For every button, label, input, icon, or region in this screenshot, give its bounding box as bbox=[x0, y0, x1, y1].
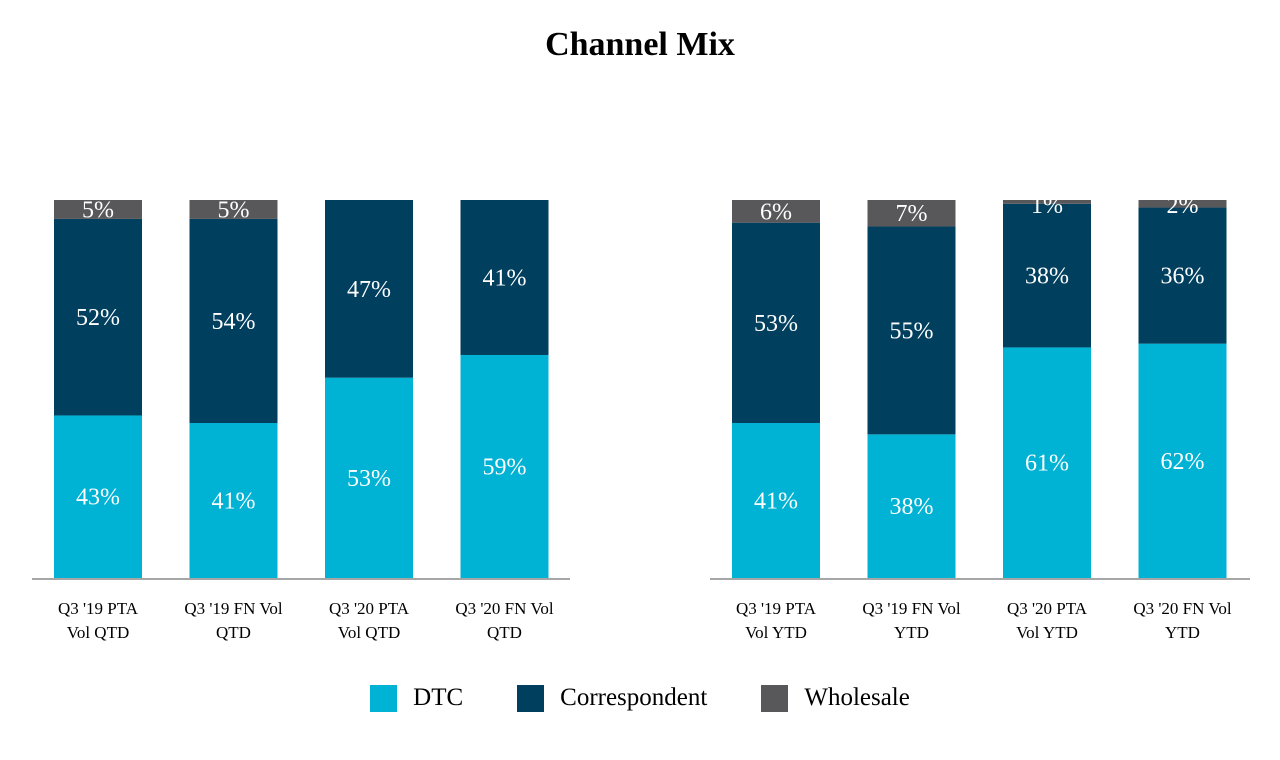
data-label-correspondent: 53% bbox=[754, 311, 798, 337]
bar-segment-dtc bbox=[54, 415, 142, 578]
data-label-correspondent: 47% bbox=[347, 277, 391, 303]
x-tick-label-line: Q3 '20 FN Vol bbox=[1133, 599, 1232, 618]
bar-segment-correspondent bbox=[189, 218, 278, 424]
x-tick-label-line: Q3 '19 FN Vol bbox=[862, 599, 961, 618]
x-tick-label: Q3 '20 FN Vol YTD bbox=[1133, 599, 1232, 642]
data-label-wholesale: 2% bbox=[1167, 193, 1199, 219]
bar-segment-dtc bbox=[1003, 347, 1091, 578]
data-label-dtc: 62% bbox=[1161, 449, 1205, 475]
data-label-dtc: 53% bbox=[347, 466, 391, 492]
data-label-correspondent: 41% bbox=[483, 265, 527, 291]
x-tick-label-line: Q3 '20 FN Vol bbox=[455, 599, 554, 618]
bar-segment-correspondent bbox=[1003, 203, 1091, 348]
data-label-wholesale: 5% bbox=[82, 197, 114, 223]
bar-segment-wholesale bbox=[54, 200, 142, 219]
bar-segment-correspondent bbox=[867, 226, 956, 435]
bar-segment-wholesale bbox=[189, 200, 278, 219]
x-tick-label-line: Q3 '19 PTA bbox=[58, 599, 139, 618]
legend-label-wholesale: Wholesale bbox=[804, 684, 910, 711]
data-label-correspondent: 55% bbox=[890, 318, 934, 344]
data-label-dtc: 43% bbox=[76, 485, 120, 511]
x-tick-label: Q3 '19 PTA Vol QTD bbox=[58, 599, 139, 642]
bar-stack-ytd-2: 38% 55% 7% bbox=[867, 200, 956, 578]
data-label-wholesale: 5% bbox=[218, 197, 250, 223]
x-tick-label-line: YTD bbox=[894, 623, 929, 642]
data-label-correspondent: 54% bbox=[212, 309, 256, 335]
x-tick-label: Q3 '20 PTA Vol YTD bbox=[1007, 599, 1088, 642]
legend-item-wholesale: Wholesale bbox=[761, 684, 910, 712]
bar-stack-qtd-2: 41% 54% 5% bbox=[189, 197, 278, 578]
x-tick-label: Q3 '19 FN Vol YTD bbox=[862, 599, 961, 642]
x-tick-label-line: Q3 '20 PTA bbox=[329, 599, 410, 618]
x-tick-label-line: Q3 '19 FN Vol bbox=[184, 599, 283, 618]
bar-segment-correspondent bbox=[325, 200, 413, 378]
bar-stack-ytd-4: 62% 36% 2% bbox=[1138, 193, 1227, 578]
bar-stack-ytd-1: 41% 53% 6% bbox=[732, 199, 820, 578]
legend-label-dtc: DTC bbox=[413, 684, 464, 711]
x-tick-label-line: Vol QTD bbox=[67, 623, 130, 642]
bar-stack-ytd-3: 61% 38% 1% bbox=[1003, 193, 1091, 578]
bar-segment-correspondent bbox=[460, 200, 549, 355]
data-label-dtc: 38% bbox=[890, 494, 934, 520]
data-label-wholesale: 1% bbox=[1031, 193, 1063, 219]
legend-swatch-dtc bbox=[370, 684, 398, 712]
bar-segment-correspondent bbox=[732, 222, 820, 424]
bar-segment-dtc bbox=[189, 423, 278, 578]
bar-stack-qtd-3: 53% 47% bbox=[325, 200, 413, 578]
x-tick-label-line: QTD bbox=[216, 623, 251, 642]
bar-segment-dtc bbox=[732, 423, 820, 578]
x-tick-label: Q3 '19 PTA Vol YTD bbox=[736, 599, 817, 642]
x-tick-label-line: YTD bbox=[1165, 623, 1200, 642]
x-tick-label-line: QTD bbox=[487, 623, 522, 642]
data-label-correspondent: 36% bbox=[1161, 264, 1205, 290]
chart-title: Channel Mix bbox=[545, 26, 735, 63]
legend-item-correspondent: Correspondent bbox=[517, 684, 707, 712]
data-label-wholesale: 6% bbox=[760, 199, 792, 225]
data-label-correspondent: 52% bbox=[76, 305, 120, 331]
bar-segment-wholesale bbox=[1138, 200, 1227, 208]
legend-item-dtc: DTC bbox=[370, 684, 463, 712]
bar-segment-dtc bbox=[867, 434, 956, 578]
bar-segment-wholesale bbox=[1003, 200, 1091, 204]
bar-segment-correspondent bbox=[54, 218, 142, 416]
bar-segment-dtc bbox=[325, 377, 413, 578]
bar-stack-qtd-1: 43% 52% 5% bbox=[54, 197, 142, 578]
bar-segment-wholesale bbox=[732, 200, 820, 223]
bar-stack-qtd-4: 59% 41% bbox=[460, 200, 549, 578]
x-tick-label-line: Vol YTD bbox=[745, 623, 807, 642]
legend-swatch-wholesale bbox=[761, 684, 789, 712]
chart-legend: DTC Correspondent Wholesale bbox=[0, 684, 1280, 712]
x-tick-label-line: Q3 '20 PTA bbox=[1007, 599, 1088, 618]
data-label-correspondent: 38% bbox=[1025, 264, 1069, 290]
data-label-dtc: 61% bbox=[1025, 451, 1069, 477]
bar-segment-dtc bbox=[1138, 343, 1227, 578]
x-tick-label-line: Vol QTD bbox=[338, 623, 401, 642]
data-label-dtc: 59% bbox=[483, 454, 527, 480]
x-tick-label-line: Q3 '19 PTA bbox=[736, 599, 817, 618]
bar-segment-correspondent bbox=[1138, 207, 1227, 344]
legend-swatch-correspondent bbox=[517, 684, 545, 712]
x-tick-label: Q3 '19 FN Vol QTD bbox=[184, 599, 283, 642]
data-label-wholesale: 7% bbox=[896, 201, 928, 227]
data-label-dtc: 41% bbox=[212, 489, 256, 515]
x-tick-label: Q3 '20 FN Vol QTD bbox=[455, 599, 554, 642]
bar-segment-wholesale bbox=[867, 200, 956, 227]
x-tick-label: Q3 '20 PTA Vol QTD bbox=[329, 599, 410, 642]
x-tick-label-line: Vol YTD bbox=[1016, 623, 1078, 642]
bar-segment-dtc bbox=[460, 354, 549, 578]
data-label-dtc: 41% bbox=[754, 489, 798, 515]
legend-label-correspondent: Correspondent bbox=[560, 684, 708, 711]
